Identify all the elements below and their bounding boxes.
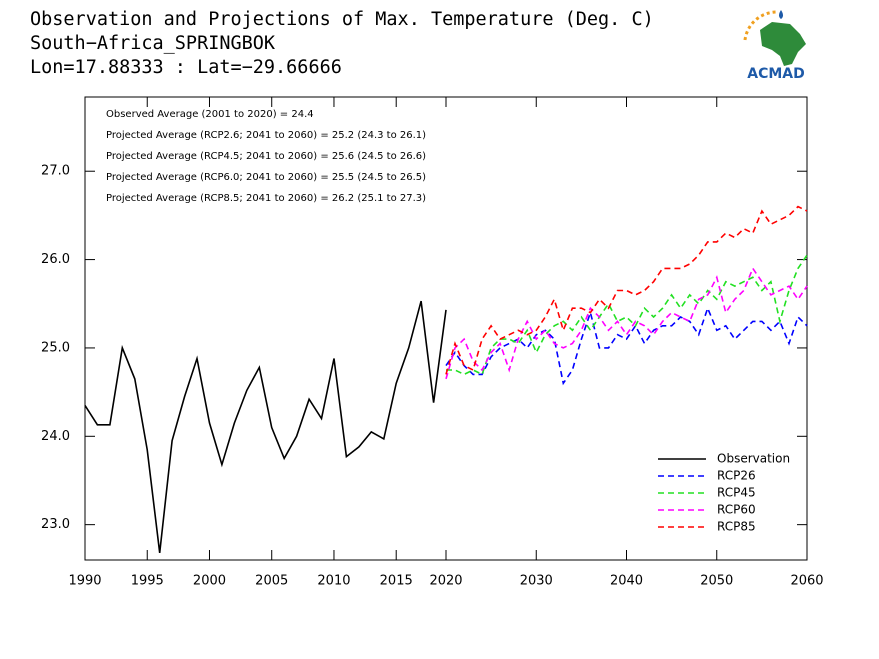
y-tick-label: 23.0 <box>41 517 70 532</box>
annotation: Projected Average (RCP8.5; 2041 to 2060)… <box>106 193 426 204</box>
annotation: Projected Average (RCP2.6; 2041 to 2060)… <box>106 130 426 141</box>
x-tick-label: 1995 <box>131 574 164 589</box>
x-tick-label: 2000 <box>193 574 226 589</box>
y-tick-label: 26.0 <box>41 252 70 267</box>
legend-label: RCP26 <box>717 469 756 483</box>
legend-label: RCP45 <box>717 486 756 500</box>
series-line <box>446 254 808 376</box>
series-line <box>445 205 808 375</box>
chart-title: Observation and Projections of Max. Temp… <box>30 9 654 30</box>
plot-frame <box>84 96 808 561</box>
x-tick-label: 2060 <box>790 574 823 589</box>
y-tick-label: 25.0 <box>41 340 70 355</box>
logo-africa <box>760 22 806 66</box>
legend-label: Observation <box>717 452 790 466</box>
x-tick-label: 2020 <box>429 574 462 589</box>
logo: ACMAD <box>743 10 806 82</box>
y-tick-label: 24.0 <box>41 429 70 444</box>
x-tick-label: 2005 <box>255 574 288 589</box>
x-tick-label: 2050 <box>700 574 733 589</box>
x-tick-label: 2015 <box>380 574 413 589</box>
series-line <box>445 305 808 386</box>
x-tick-label: 2030 <box>520 574 553 589</box>
annotation: Projected Average (RCP6.0; 2041 to 2060)… <box>106 172 426 183</box>
logo-drop <box>779 10 783 19</box>
annotation: Projected Average (RCP4.5; 2041 to 2060)… <box>106 151 426 162</box>
logo-text: ACMAD <box>747 66 805 82</box>
series-line <box>84 300 447 553</box>
x-tick-label: 1990 <box>68 574 101 589</box>
x-tick-label: 2040 <box>610 574 643 589</box>
y-tick-label: 27.0 <box>41 164 70 179</box>
chart-location: Lon=17.88333 : Lat=−29.66666 <box>30 57 342 78</box>
legend-label: RCP60 <box>717 503 756 517</box>
series-line <box>445 266 808 380</box>
x-tick-label: 2010 <box>317 574 350 589</box>
chart-subtitle: South−Africa_SPRINGBOK <box>30 33 276 54</box>
annotation: Observed Average (2001 to 2020) = 24.4 <box>106 109 314 120</box>
legend-label: RCP85 <box>717 520 756 534</box>
